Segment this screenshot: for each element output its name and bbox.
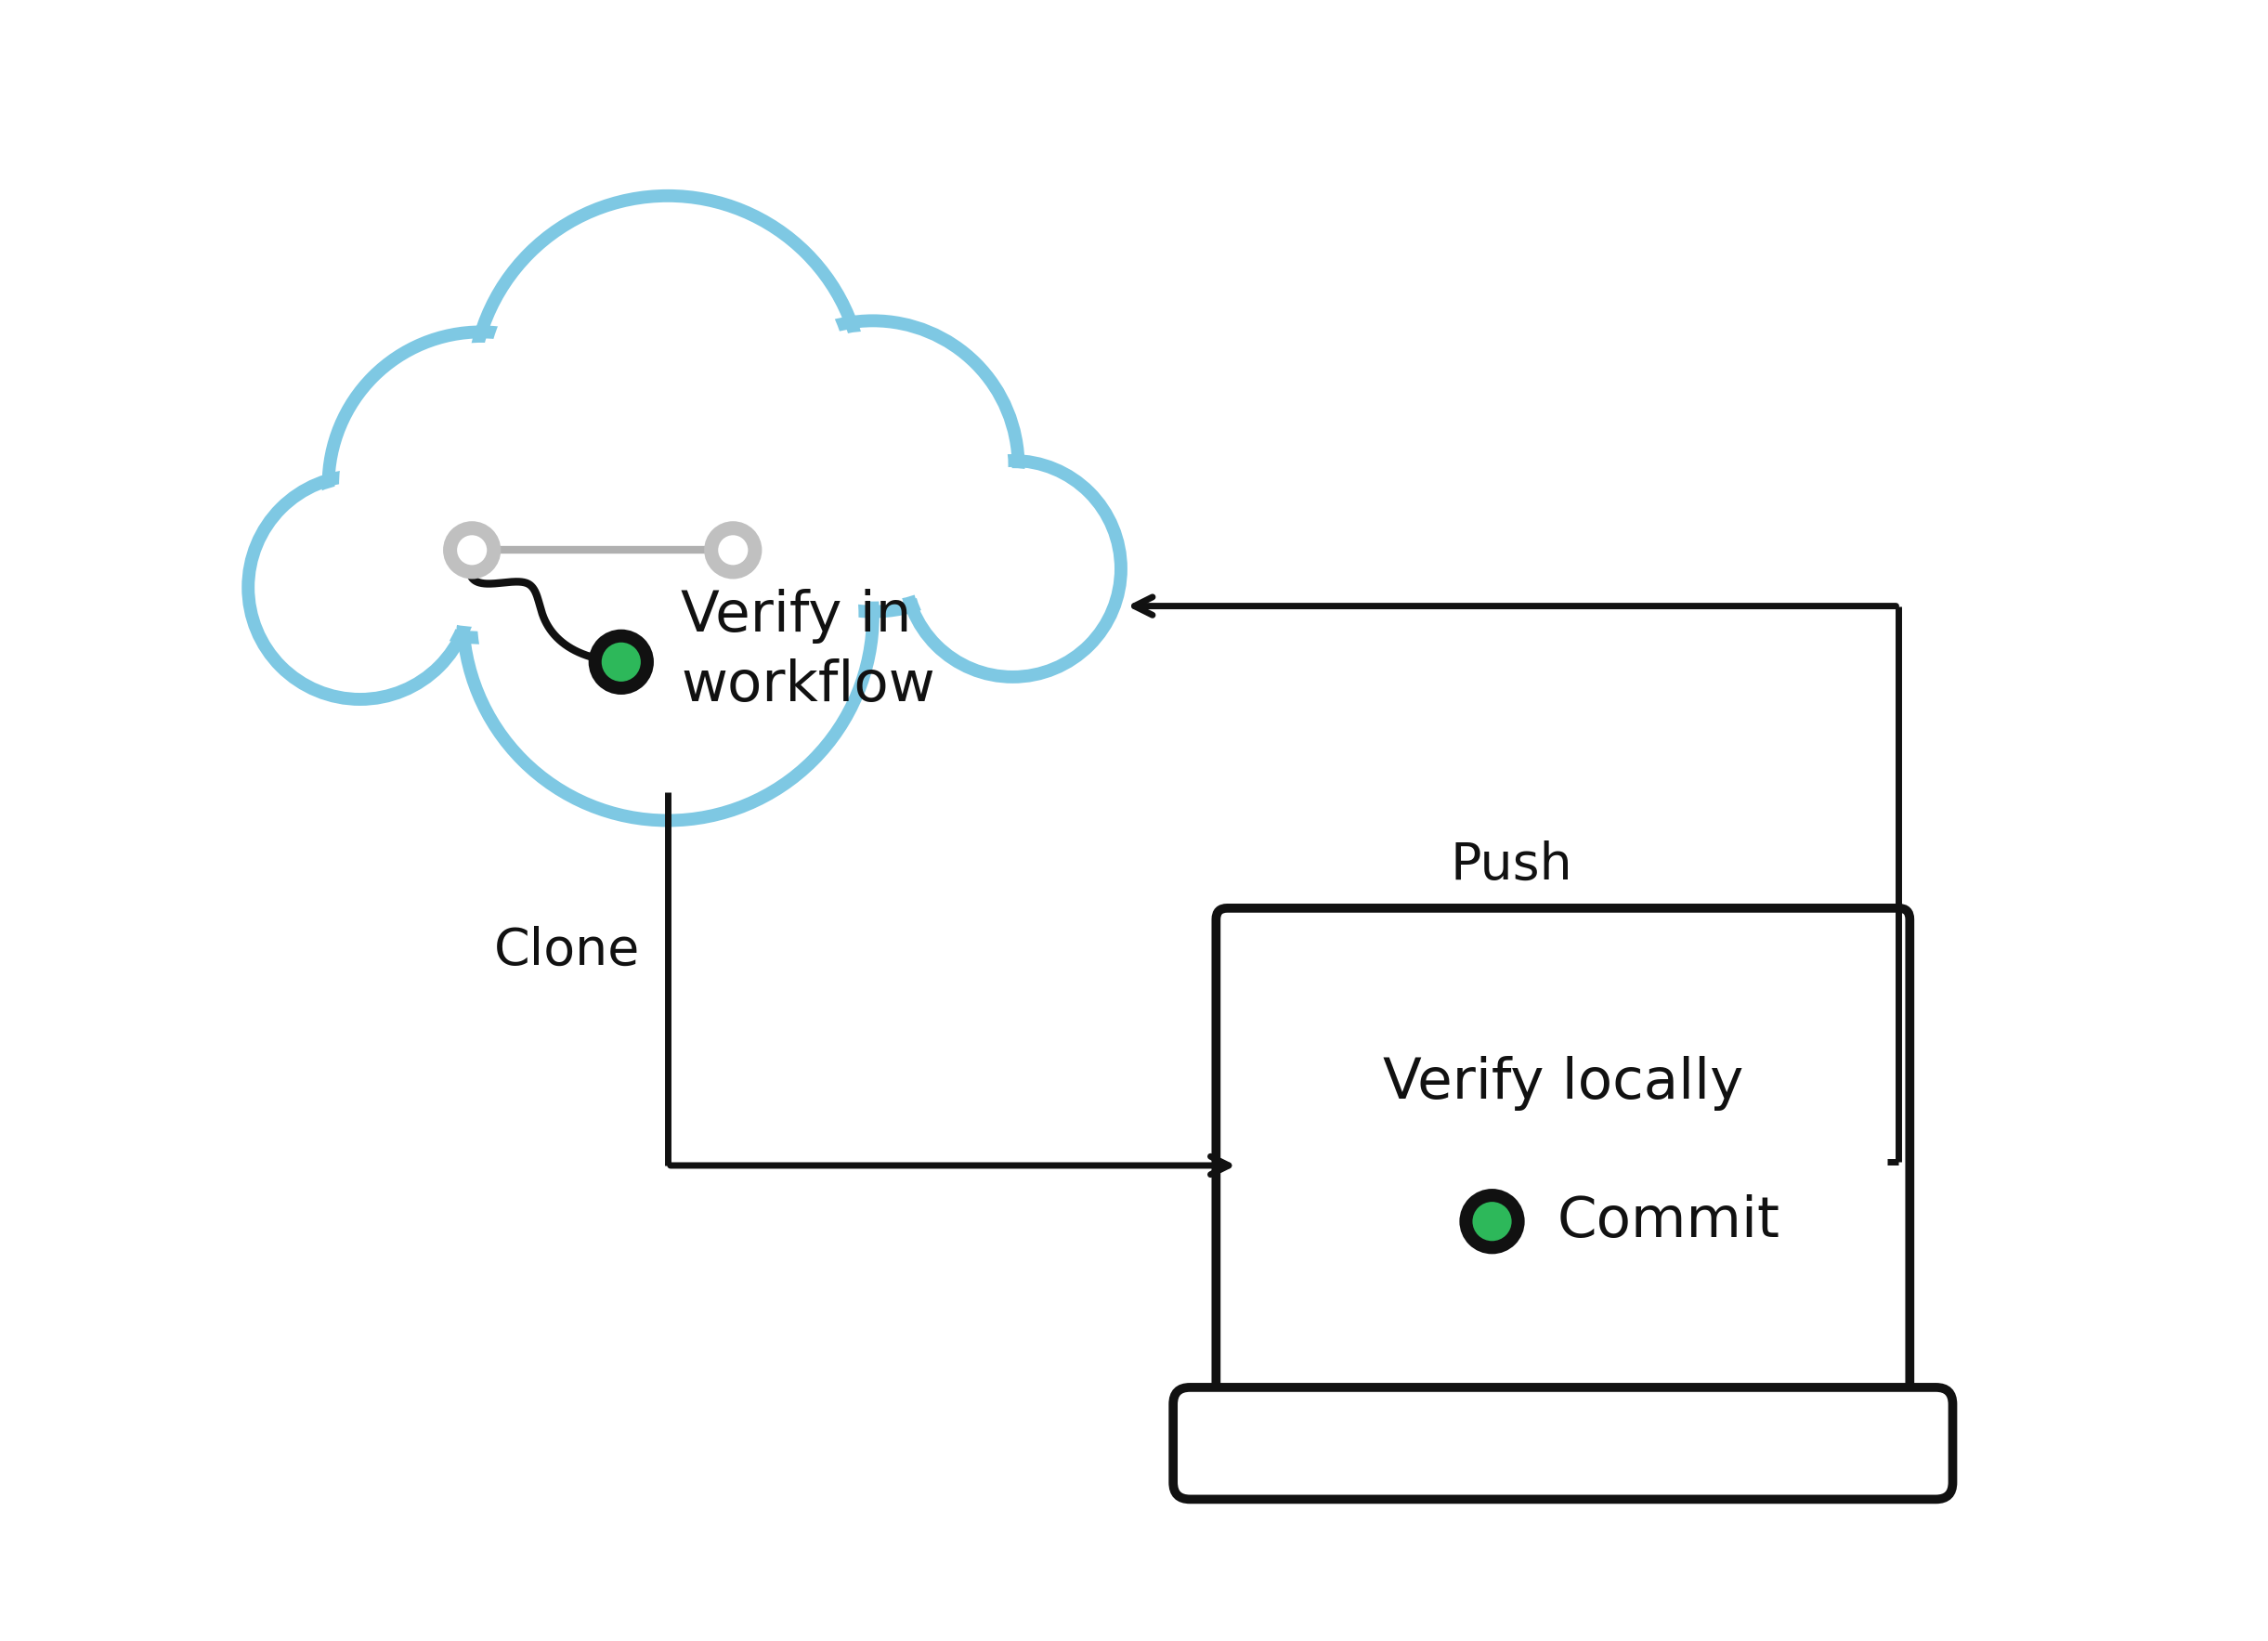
Circle shape bbox=[442, 522, 501, 579]
Circle shape bbox=[912, 468, 1114, 670]
Text: Commit: Commit bbox=[1558, 1195, 1780, 1249]
Circle shape bbox=[329, 331, 635, 638]
Circle shape bbox=[485, 210, 850, 574]
Circle shape bbox=[1472, 1201, 1513, 1241]
Circle shape bbox=[719, 535, 748, 565]
Circle shape bbox=[256, 484, 465, 691]
Circle shape bbox=[728, 320, 1018, 612]
Circle shape bbox=[463, 410, 873, 820]
Text: Verify locally: Verify locally bbox=[1383, 1057, 1744, 1111]
Circle shape bbox=[703, 522, 762, 579]
Circle shape bbox=[587, 630, 653, 694]
Text: Push: Push bbox=[1452, 840, 1572, 891]
Circle shape bbox=[476, 425, 860, 806]
Circle shape bbox=[1458, 1188, 1524, 1254]
FancyBboxPatch shape bbox=[1173, 1387, 1953, 1500]
Circle shape bbox=[601, 642, 642, 681]
Text: Verify in
workflow: Verify in workflow bbox=[680, 589, 934, 714]
Circle shape bbox=[737, 331, 1009, 602]
FancyBboxPatch shape bbox=[1216, 907, 1910, 1415]
Circle shape bbox=[905, 461, 1120, 676]
Text: Clone: Clone bbox=[494, 926, 640, 976]
Circle shape bbox=[472, 195, 864, 587]
Circle shape bbox=[340, 343, 624, 627]
Circle shape bbox=[247, 476, 472, 699]
Circle shape bbox=[458, 535, 488, 565]
